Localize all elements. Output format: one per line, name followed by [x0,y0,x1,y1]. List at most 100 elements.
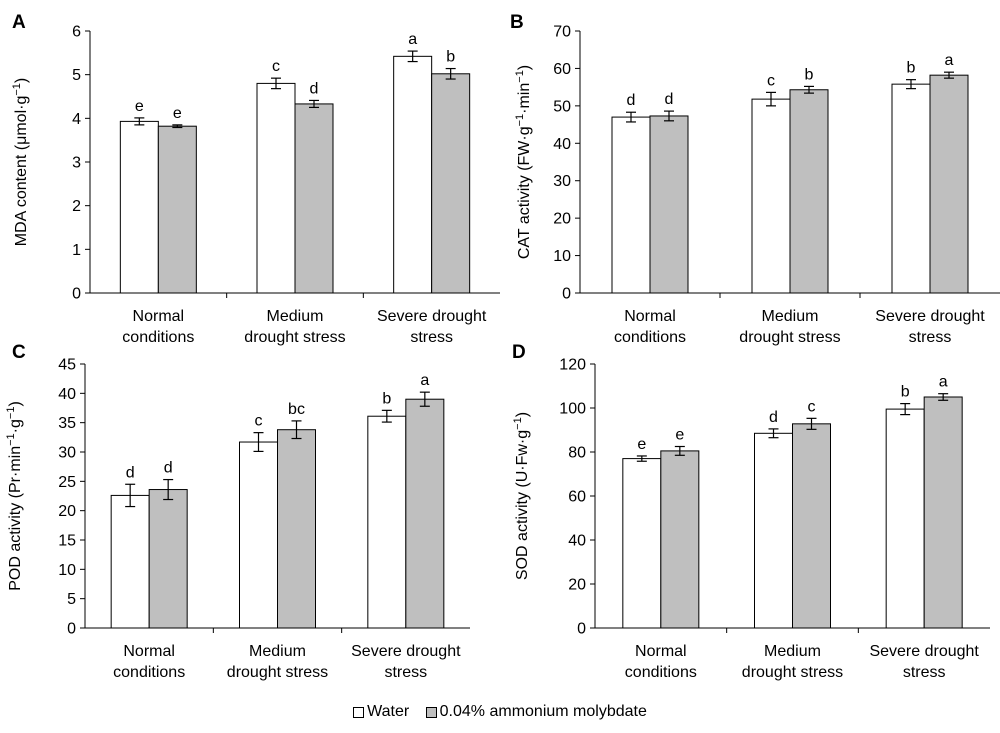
significance-letter: b [446,49,455,66]
y-tick-label: 30 [553,173,571,190]
significance-letter: e [637,436,646,453]
y-axis-label-end: ) [516,65,533,70]
significance-letter: c [272,58,280,75]
y-axis-label-sup2: −1 [5,407,17,420]
bar [405,398,445,629]
y-axis-label-mid: ·min [516,83,533,114]
x-tick-label: Normal [123,643,175,660]
y-axis-label: MDA content (μmol·g−1) [11,78,30,246]
x-tick-label: conditions [625,664,697,681]
significance-letter: c [767,72,775,89]
y-tick-label: 3 [72,155,81,172]
y-axis-label: POD activity (Pr·min−1·g−1) [5,401,24,591]
bar [891,83,931,294]
significance-letter: b [382,390,391,407]
y-tick-label: 60 [553,61,571,78]
significance-letter: a [939,374,948,391]
y-axis-label-text: CAT activity (FW·g [516,126,533,259]
legend-label-molybdate: 0.04% ammonium molybdate [439,703,647,720]
significance-letter: d [627,92,636,109]
y-tick-label: 5 [67,591,76,608]
bar [885,408,925,629]
y-tick-label: 40 [58,386,76,403]
significance-letter: d [310,80,319,97]
x-tick-label: stress [903,664,946,681]
y-axis-label-text: SOD activity (U·Fw·g [514,430,531,580]
bar [792,423,831,629]
y-tick-label: 2 [72,198,81,215]
y-tick-label: 20 [553,211,571,228]
significance-letter: b [901,384,910,401]
bar [751,98,791,294]
x-tick-label: conditions [113,664,185,681]
x-tick-label: Normal [635,643,687,660]
significance-letter: b [805,66,814,83]
panel-A: A 0 1 2 3 4 5 6 MDA content (μmol·g−1) e e Normal co… [11,12,500,346]
x-tick-label: Medium [764,643,821,660]
y-tick-label: 0 [72,286,81,303]
bar [929,74,969,294]
significance-letter: d [164,460,173,477]
legend-item-molybdate: 0.04% ammonium molybdate [425,703,647,721]
legend-swatch-molybdate [425,706,437,718]
y-tick-label: 30 [58,445,76,462]
legend-swatch-water [353,706,365,718]
y-axis-label-end: ) [13,78,30,83]
bar [649,115,689,294]
bar [611,116,651,294]
y-axis-label-mid: ·g [7,419,24,433]
y-tick-label: 35 [58,415,76,432]
significance-letter: e [675,427,684,444]
x-tick-label: stress [384,664,427,681]
y-axis-label-sup: −1 [11,83,23,96]
bar [660,450,700,629]
significance-letter: d [769,409,778,426]
x-tick-label: conditions [122,329,194,346]
significance-letter: bc [288,401,305,418]
x-tick-label: Severe drought [869,643,979,660]
x-tick-label: conditions [614,329,686,346]
y-tick-label: 0 [67,621,76,638]
x-tick-label: Medium [762,308,819,325]
panel-D: D 0 20 40 60 80 100 120 SOD activity (U·Fw·g−1) e… [512,342,990,681]
significance-letter: a [945,52,954,69]
y-tick-label: 40 [553,136,571,153]
legend-label-water: Water [367,703,410,720]
significance-letter: c [255,413,263,430]
y-tick-label: 45 [58,357,76,374]
bar [754,432,793,629]
bar [367,415,407,629]
y-tick-label: 0 [577,621,586,638]
x-tick-label: drought stress [742,664,843,681]
bar [110,494,150,629]
y-axis-label-end: ) [514,412,531,417]
panel-letter: A [12,12,26,33]
significance-letter: b [907,60,916,77]
bar [256,82,296,294]
bar [431,73,471,294]
y-axis-label-sup: −1 [5,433,17,446]
bar [622,458,662,629]
y-tick-label: 60 [568,489,586,506]
y-tick-label: 5 [72,67,81,84]
y-tick-label: 15 [58,533,76,550]
significance-letter: d [665,91,674,108]
bar [277,429,316,629]
bar [239,441,278,629]
x-tick-label: Severe drought [351,643,461,660]
y-tick-label: 4 [72,111,81,128]
y-tick-label: 6 [72,24,81,41]
x-tick-label: Normal [624,308,676,325]
y-tick-label: 1 [72,242,81,259]
y-axis-label: CAT activity (FW·g−1·min−1) [514,65,533,259]
y-tick-label: 10 [553,248,571,265]
x-tick-label: Medium [249,643,306,660]
x-tick-label: drought stress [739,329,840,346]
panel-letter: D [512,342,526,363]
y-axis-label-sup2: −1 [514,70,526,83]
x-tick-label: Severe drought [875,308,985,325]
y-tick-label: 70 [553,24,571,41]
significance-letter: c [808,398,816,415]
